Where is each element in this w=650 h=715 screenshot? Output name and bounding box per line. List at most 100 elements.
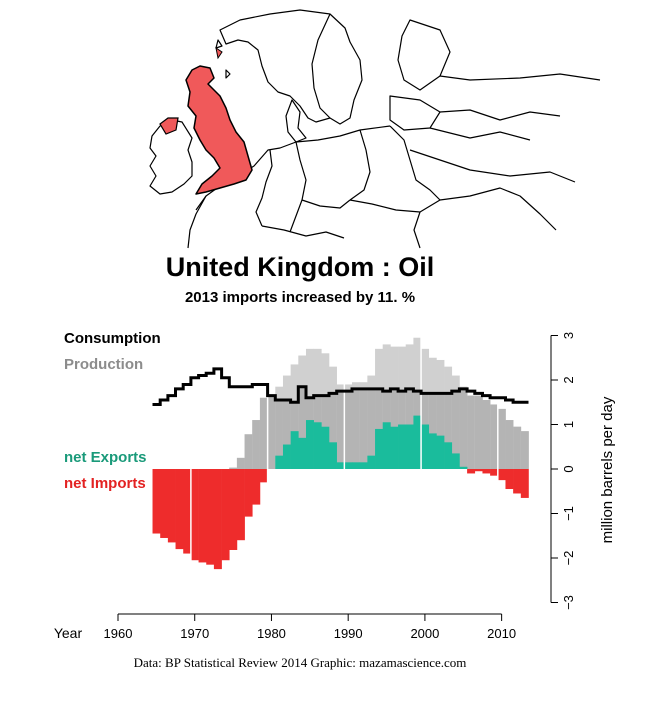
net-import-bar (183, 469, 192, 554)
x-tick-label: 1990 (334, 626, 363, 641)
production-bar-overlap (336, 391, 345, 469)
net-export-bar (459, 466, 468, 469)
production-bar-overlap (520, 431, 529, 469)
production-bar-overlap (359, 388, 368, 469)
y-tick-label: 2 (561, 376, 576, 383)
net-export-bar (398, 424, 407, 469)
net-import-bar (236, 469, 245, 541)
net-imports-bars (152, 469, 529, 570)
net-import-bar (520, 469, 529, 498)
production-bar-overlap (367, 388, 376, 469)
net-export-bar (321, 426, 330, 469)
net-import-bar (206, 469, 215, 565)
net-exports-bars (275, 415, 468, 469)
net-export-bar (344, 462, 353, 469)
net-import-bar (198, 469, 207, 563)
production-bar-overlap (444, 393, 453, 469)
production-bar-overlap (252, 420, 261, 469)
oil-chart: 1960 1970 1980 1990 2000 2010 −3 −2 −1 0 1 2 3 Cons… (54, 330, 616, 641)
year-separators (190, 335, 499, 581)
production-bar-overlap (482, 400, 491, 469)
legend-entry: Production (64, 356, 143, 373)
production-bar-overlap (352, 388, 360, 469)
net-export-bar (275, 455, 284, 469)
net-import-bar (467, 469, 476, 474)
y-tick-label: −1 (561, 506, 576, 521)
production-bar-overlap (513, 426, 522, 469)
net-import-bar (252, 469, 261, 505)
net-export-bar (444, 442, 453, 469)
net-export-bar (367, 455, 376, 469)
data-credit: Data: BP Statistical Review 2014 Graphic… (133, 655, 467, 670)
ireland-outline (149, 119, 193, 195)
net-import-bar (152, 469, 161, 534)
net-export-bar (390, 426, 399, 469)
net-export-bar (305, 420, 314, 469)
net-import-bar (221, 469, 230, 561)
production-bar-overlap (436, 393, 445, 469)
y-tick-label: 3 (561, 332, 576, 339)
net-import-bar (482, 469, 491, 474)
net-export-bar (405, 424, 414, 469)
legend-entry: net Exports (64, 449, 147, 466)
legend: Consumption Production net Exports net Impo… (64, 330, 161, 492)
y-tick-label: 0 (561, 465, 576, 472)
chart-title: United Kingdom : Oil (165, 252, 435, 282)
production-bar-overlap (474, 395, 483, 469)
y-axis-label: million barrels per day (599, 396, 616, 543)
production-bar-overlap (275, 400, 284, 469)
net-import-bar (505, 469, 514, 490)
production-bar-overlap (229, 467, 238, 469)
net-import-bar (497, 469, 506, 481)
united-kingdom-shape (185, 65, 253, 195)
net-export-bar (336, 462, 345, 469)
production-bar-overlap (267, 395, 276, 469)
net-import-bar (229, 469, 238, 550)
net-export-bar (290, 431, 299, 469)
x-axis-label: Year (54, 625, 83, 641)
y-tick-label: −3 (561, 595, 576, 610)
net-export-bar (313, 422, 322, 469)
net-import-bar (244, 469, 253, 517)
net-export-bar (413, 415, 422, 469)
x-tick-label: 2010 (487, 626, 516, 641)
consumption-line (152, 367, 529, 406)
net-import-bar (167, 469, 176, 543)
net-export-bar (375, 428, 384, 469)
net-export-bar (282, 444, 291, 469)
legend-entry: Consumption (64, 330, 161, 347)
x-tick-label: 1960 (104, 626, 133, 641)
production-bar-overlap (505, 420, 514, 469)
production-bar-overlap (467, 395, 476, 469)
net-export-bar (329, 442, 337, 469)
production-bar-overlap (490, 404, 499, 469)
x-axis: 1960 1970 1980 1990 2000 2010 (104, 613, 516, 641)
x-tick-label: 2000 (410, 626, 439, 641)
production-bar-overlap (329, 393, 337, 469)
europe-map (0, 0, 650, 250)
net-export-bar (382, 422, 391, 469)
production-bar-overlap (282, 400, 291, 469)
denmark-outline (285, 99, 307, 143)
net-export-bar (298, 437, 307, 469)
net-import-bar (259, 469, 268, 483)
production-bar-overlap (497, 408, 506, 469)
net-import-bar (160, 469, 169, 538)
x-tick-label: 1980 (257, 626, 286, 641)
production-bar-overlap (298, 386, 307, 469)
production-bar-overlap (459, 388, 468, 469)
legend-entry: net Imports (64, 475, 146, 492)
net-import-bar (175, 469, 184, 550)
production-bar-overlap (451, 391, 460, 469)
x-tick-label: 1970 (180, 626, 209, 641)
net-export-bar (421, 424, 430, 469)
net-export-bar (428, 433, 437, 469)
production-bar-overlap (244, 434, 253, 469)
production-bar-overlap (344, 391, 353, 469)
net-import-bar (190, 469, 199, 561)
chart-subtitle: 2013 imports increased by 11. % (184, 289, 416, 306)
production-bar-overlap (428, 393, 437, 469)
net-import-bar (474, 469, 483, 472)
production-bar-overlap (259, 397, 268, 469)
production-bar-overlap (236, 457, 245, 469)
